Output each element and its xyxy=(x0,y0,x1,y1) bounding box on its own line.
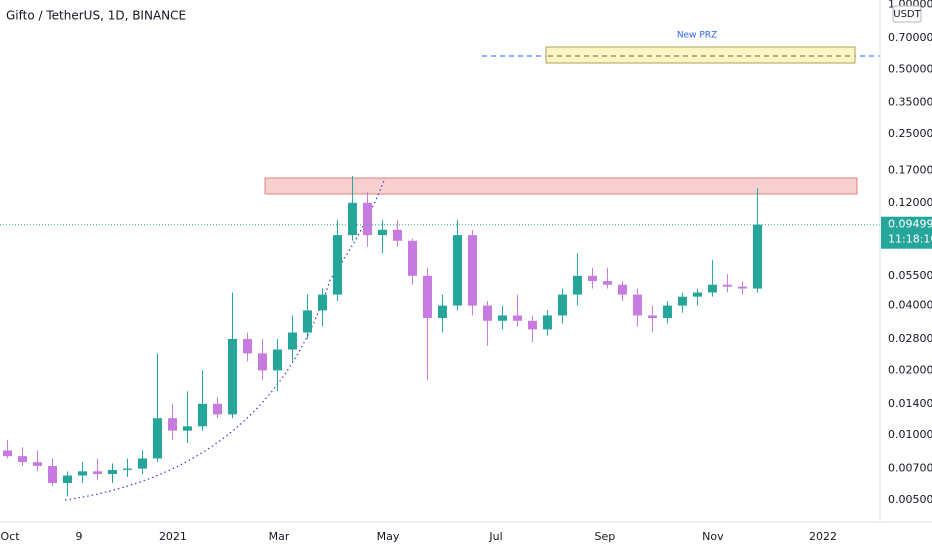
candle-body xyxy=(257,353,267,371)
x-tick-label: Jul xyxy=(488,530,502,543)
candle-body xyxy=(332,235,342,295)
y-tick-label: 1.00000 xyxy=(888,0,932,11)
candle-body xyxy=(2,450,12,457)
annotation-label: New PRZ xyxy=(677,31,717,41)
candle-body xyxy=(602,281,612,285)
candle-body xyxy=(482,305,492,321)
candle-body xyxy=(32,462,42,466)
currency-label[interactable]: USDT xyxy=(893,9,921,20)
candle-body xyxy=(722,284,732,287)
y-tick-label: 0.05500 xyxy=(888,269,932,282)
resistance-zone xyxy=(264,177,858,195)
y-tick-label: 0.17000 xyxy=(888,163,932,176)
x-tick-label: 9 xyxy=(76,530,83,543)
candle-body xyxy=(92,471,102,475)
candle-body xyxy=(17,456,27,463)
candle-body xyxy=(677,296,687,306)
currency-box[interactable] xyxy=(892,5,922,23)
y-tick-label: 0.70000 xyxy=(888,31,932,44)
candle-body xyxy=(227,338,237,415)
candle-body xyxy=(302,310,312,333)
prz-zone xyxy=(545,46,856,64)
candle-body xyxy=(107,469,117,475)
candle-body xyxy=(737,286,747,289)
candle-body xyxy=(437,305,447,319)
countdown-label: 11:18:10 xyxy=(888,233,932,246)
candle-body xyxy=(287,332,297,350)
last-price-label: 0.09499 xyxy=(888,218,932,231)
y-tick-label: 0.02000 xyxy=(888,363,932,376)
candle-body xyxy=(182,426,192,431)
candle-body xyxy=(167,418,177,431)
y-tick-label: 0.04000 xyxy=(888,299,932,312)
candle-body xyxy=(647,315,657,319)
x-tick-label: Nov xyxy=(702,530,724,543)
candle-body xyxy=(362,202,372,236)
candle-body xyxy=(242,338,252,354)
candle-body xyxy=(407,240,417,276)
candle-body xyxy=(707,284,717,293)
candle-body xyxy=(587,275,597,282)
x-tick-label: Sep xyxy=(595,530,616,543)
y-tick-label: 0.12000 xyxy=(888,196,932,209)
price-axis-panel xyxy=(880,0,932,550)
candle-body xyxy=(347,202,357,236)
candle-body xyxy=(137,458,147,469)
candle-body xyxy=(632,294,642,316)
y-tick-label: 0.00700 xyxy=(888,462,932,475)
y-tick-label: 0.00500 xyxy=(888,493,932,506)
plot-area: New PRZ xyxy=(0,31,880,501)
candle-body xyxy=(62,475,72,484)
candle-body xyxy=(512,315,522,321)
candle-body xyxy=(212,403,222,415)
x-tick-label: Mar xyxy=(269,530,290,543)
candle-body xyxy=(557,294,567,316)
candle-body xyxy=(452,235,462,306)
candle-body xyxy=(77,471,87,476)
last-price-box xyxy=(881,216,932,249)
candle-body xyxy=(542,315,552,330)
x-tick-label: May xyxy=(377,530,400,543)
y-tick-label: 0.25000 xyxy=(888,127,932,140)
candle-body xyxy=(422,275,432,319)
y-tick-label: 0.01000 xyxy=(888,428,932,441)
candle-body xyxy=(317,294,327,311)
candle-body xyxy=(377,229,387,236)
candle-body xyxy=(572,275,582,295)
candle-body xyxy=(752,224,762,289)
candle-body xyxy=(692,292,702,297)
candle-body xyxy=(122,468,132,470)
candle-body xyxy=(272,349,282,371)
candle-body xyxy=(152,418,162,459)
y-tick-label: 0.50000 xyxy=(888,62,932,75)
candle-body xyxy=(47,465,57,484)
y-tick-label: 0.35000 xyxy=(888,96,932,109)
chart-title: Gifto / TetherUS, 1D, BINANCE xyxy=(6,9,186,23)
candle-body xyxy=(392,229,402,241)
x-tick-label: 2021 xyxy=(159,530,187,543)
candle-body xyxy=(197,403,207,427)
x-tick-label: Oct xyxy=(1,530,21,543)
candle-body xyxy=(617,284,627,295)
y-tick-label: 0.01400 xyxy=(888,397,932,410)
x-tick-label: 2022 xyxy=(809,530,837,543)
candle-body xyxy=(467,235,477,306)
candle-body xyxy=(527,320,537,330)
y-tick-label: 0.02800 xyxy=(888,332,932,345)
candle-body xyxy=(662,305,672,319)
candle-body xyxy=(497,315,507,321)
